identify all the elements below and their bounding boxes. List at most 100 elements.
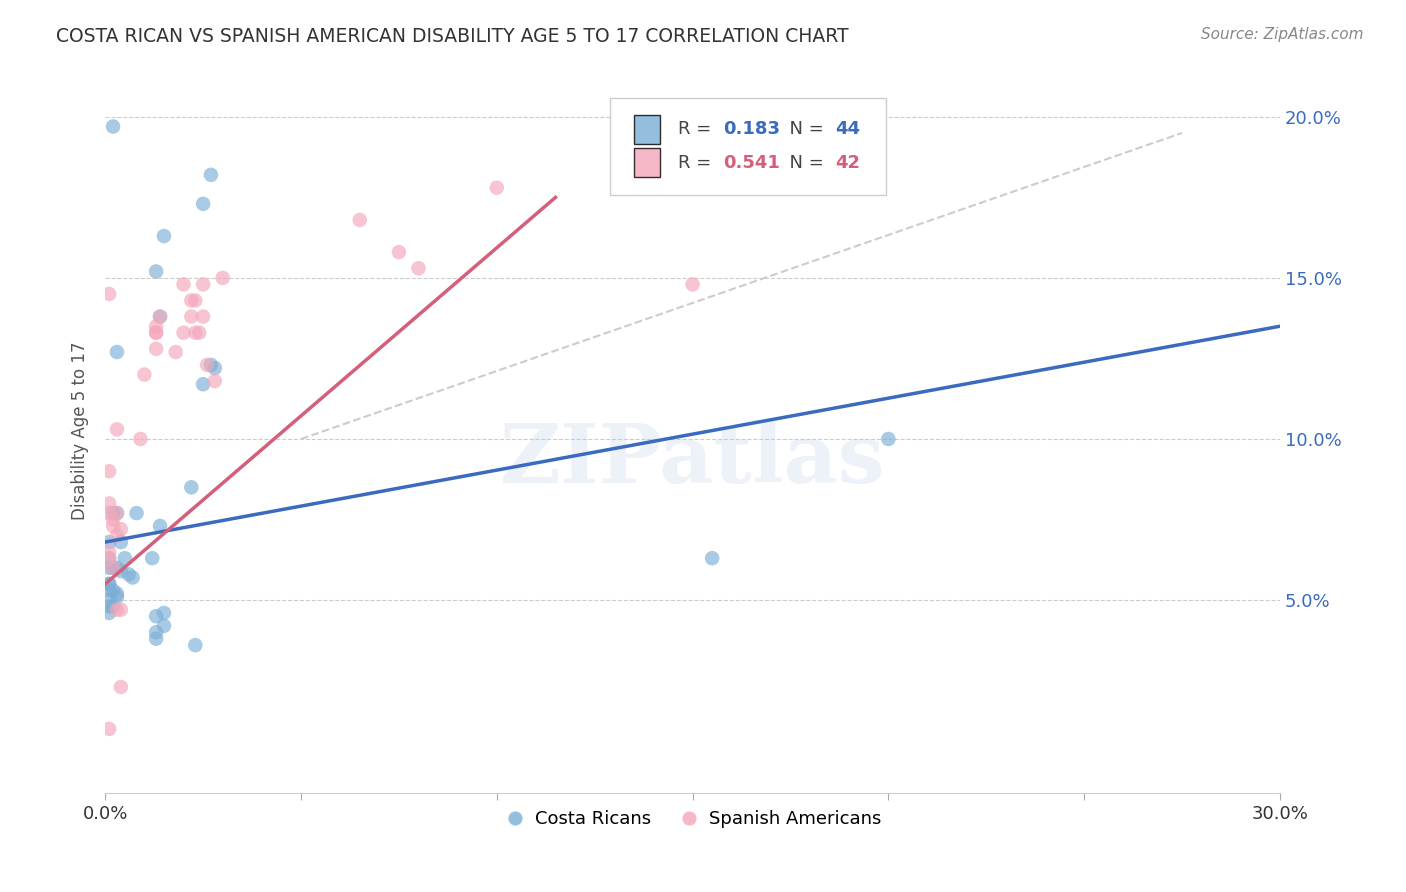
Point xyxy=(173,326,195,340)
Point xyxy=(153,229,176,244)
Point xyxy=(105,506,128,520)
Point xyxy=(141,551,163,566)
Point xyxy=(105,603,128,617)
Point xyxy=(145,342,167,356)
Point xyxy=(101,506,124,520)
Point xyxy=(110,535,132,549)
Point xyxy=(105,528,128,542)
Y-axis label: Disability Age 5 to 17: Disability Age 5 to 17 xyxy=(72,342,89,520)
Point xyxy=(110,603,132,617)
Point xyxy=(153,606,176,620)
Point xyxy=(101,583,124,598)
Point xyxy=(98,722,121,736)
Point xyxy=(145,319,167,334)
Point xyxy=(105,590,128,604)
Point xyxy=(105,345,128,359)
Point xyxy=(184,293,207,308)
Text: ZIPatlas: ZIPatlas xyxy=(499,420,886,500)
Point xyxy=(191,377,214,392)
Point xyxy=(485,180,508,194)
Point xyxy=(682,277,704,292)
Point xyxy=(101,120,124,134)
Point xyxy=(200,358,222,372)
Point xyxy=(114,551,136,566)
Point xyxy=(204,361,226,376)
Point xyxy=(173,277,195,292)
Point xyxy=(408,261,430,276)
Point xyxy=(98,545,121,559)
Point xyxy=(204,374,226,388)
Text: 44: 44 xyxy=(835,120,859,138)
Point xyxy=(349,213,371,227)
Point xyxy=(145,264,167,278)
FancyBboxPatch shape xyxy=(634,115,659,144)
Point xyxy=(180,480,202,494)
Text: COSTA RICAN VS SPANISH AMERICAN DISABILITY AGE 5 TO 17 CORRELATION CHART: COSTA RICAN VS SPANISH AMERICAN DISABILI… xyxy=(56,27,849,45)
Point xyxy=(98,287,121,301)
Point xyxy=(118,567,141,582)
Point xyxy=(145,632,167,646)
Point xyxy=(145,625,167,640)
Point xyxy=(200,168,222,182)
Text: 0.183: 0.183 xyxy=(723,120,780,138)
Text: R =: R = xyxy=(679,153,717,172)
Point xyxy=(98,551,121,566)
Legend: Costa Ricans, Spanish Americans: Costa Ricans, Spanish Americans xyxy=(496,803,889,835)
Point xyxy=(145,609,167,624)
Point xyxy=(180,310,202,324)
Point xyxy=(98,464,121,478)
Point xyxy=(702,551,724,566)
Text: Source: ZipAtlas.com: Source: ZipAtlas.com xyxy=(1201,27,1364,42)
Point xyxy=(188,326,211,340)
Point xyxy=(121,570,143,584)
Point xyxy=(195,358,218,372)
Point xyxy=(101,561,124,575)
Point xyxy=(134,368,156,382)
Point xyxy=(149,310,172,324)
Point xyxy=(98,577,121,591)
Point xyxy=(211,271,233,285)
Point xyxy=(98,561,121,575)
Point xyxy=(98,599,121,614)
Point xyxy=(149,519,172,533)
Text: 0.541: 0.541 xyxy=(723,153,780,172)
Point xyxy=(165,345,187,359)
Text: R =: R = xyxy=(679,120,717,138)
Point xyxy=(145,326,167,340)
Point xyxy=(98,506,121,520)
Point xyxy=(105,506,128,520)
Point xyxy=(877,432,900,446)
Point xyxy=(110,680,132,694)
Point xyxy=(98,593,121,607)
Point xyxy=(388,245,411,260)
Point xyxy=(98,551,121,566)
Point xyxy=(184,326,207,340)
Point xyxy=(180,293,202,308)
Point xyxy=(101,561,124,575)
Point xyxy=(98,496,121,510)
Point xyxy=(191,196,214,211)
Point xyxy=(101,519,124,533)
Point xyxy=(129,432,152,446)
Point xyxy=(110,564,132,578)
Text: N =: N = xyxy=(779,120,830,138)
Point xyxy=(105,422,128,436)
Point xyxy=(98,606,121,620)
Point xyxy=(191,277,214,292)
Point xyxy=(105,586,128,600)
Text: 42: 42 xyxy=(835,153,859,172)
Point xyxy=(98,535,121,549)
Point xyxy=(105,561,128,575)
Point xyxy=(191,310,214,324)
Point xyxy=(184,638,207,652)
Point xyxy=(145,326,167,340)
FancyBboxPatch shape xyxy=(634,148,659,178)
Point xyxy=(98,583,121,598)
Point xyxy=(125,506,148,520)
Point xyxy=(101,512,124,526)
Text: N =: N = xyxy=(779,153,830,172)
Point xyxy=(98,577,121,591)
FancyBboxPatch shape xyxy=(610,97,886,195)
Point xyxy=(101,599,124,614)
Point xyxy=(149,310,172,324)
